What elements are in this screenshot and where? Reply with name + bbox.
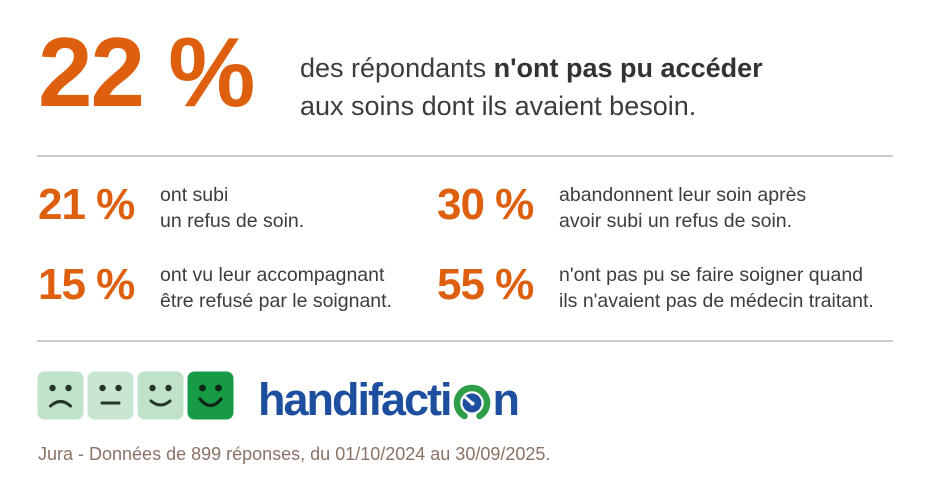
stat-description-line2: avoir subi un refus de soin. [559,210,793,232]
stat-refus-de-soin: 21 % ont subi un refus de soin. [38,181,304,234]
stat-description-line1: abandonnent leur soin après [559,184,807,206]
data-source-note: Jura - Données de 899 réponses, du 01/10… [38,444,551,464]
stat-description: ont subi un refus de soin. [160,181,304,234]
stat-value: 21 % [38,180,135,229]
hero-line1-prefix: des répondants [300,53,494,83]
divider-bottom [37,340,893,342]
stat-description-line2: un refus de soin. [160,210,305,232]
stat-value: 15 % [38,260,135,309]
stat-value: 55 % [437,260,534,309]
hero-statement-line1: des répondants n'ont pas pu accéder [300,49,763,87]
stat-description-line2: être refusé par le soignant. [160,290,392,312]
wordmark-text-right: n [492,374,520,425]
stat-description-line1: ont subi [160,184,229,206]
stat-sans-medecin-traitant: 55 % n'ont pas pu se faire soigner quand… [437,261,874,314]
handifaction-smiley-blocks [37,371,234,420]
smiley-sad-icon [37,371,84,420]
hero-line1-bold: n'ont pas pu accéder [493,53,763,83]
hero-statement: des répondants n'ont pas pu accéder aux … [300,49,763,125]
hero-statement-line2: aux soins dont ils avaient besoin. [300,91,697,121]
stat-value: 30 % [437,180,534,229]
stat-description-line2: ils n'avaient pas de médecin traitant. [559,290,874,312]
wordmark-text-left: handifacti [258,374,453,425]
stat-description: abandonnent leur soin après avoir subi u… [559,181,806,234]
handifaction-wordmark: handifacti n [258,374,520,426]
gauge-o-icon [453,384,490,420]
stat-description-line1: ont vu leur accompagnant [160,264,385,286]
divider-top [37,155,893,157]
smiley-neutral-icon [87,371,134,420]
hero-percentage: 22 % [38,17,255,127]
stat-description-line1: n'ont pas pu se faire soigner quand [559,264,864,286]
smiley-smile-icon [137,371,184,420]
stat-description: ont vu leur accompagnant être refusé par… [160,261,392,314]
stat-description: n'ont pas pu se faire soigner quand ils … [559,261,874,314]
smiley-big-smile-icon [187,371,234,420]
stat-accompagnant-refuse: 15 % ont vu leur accompagnant être refus… [38,261,392,314]
stat-abandon-soin: 30 % abandonnent leur soin après avoir s… [437,181,806,234]
